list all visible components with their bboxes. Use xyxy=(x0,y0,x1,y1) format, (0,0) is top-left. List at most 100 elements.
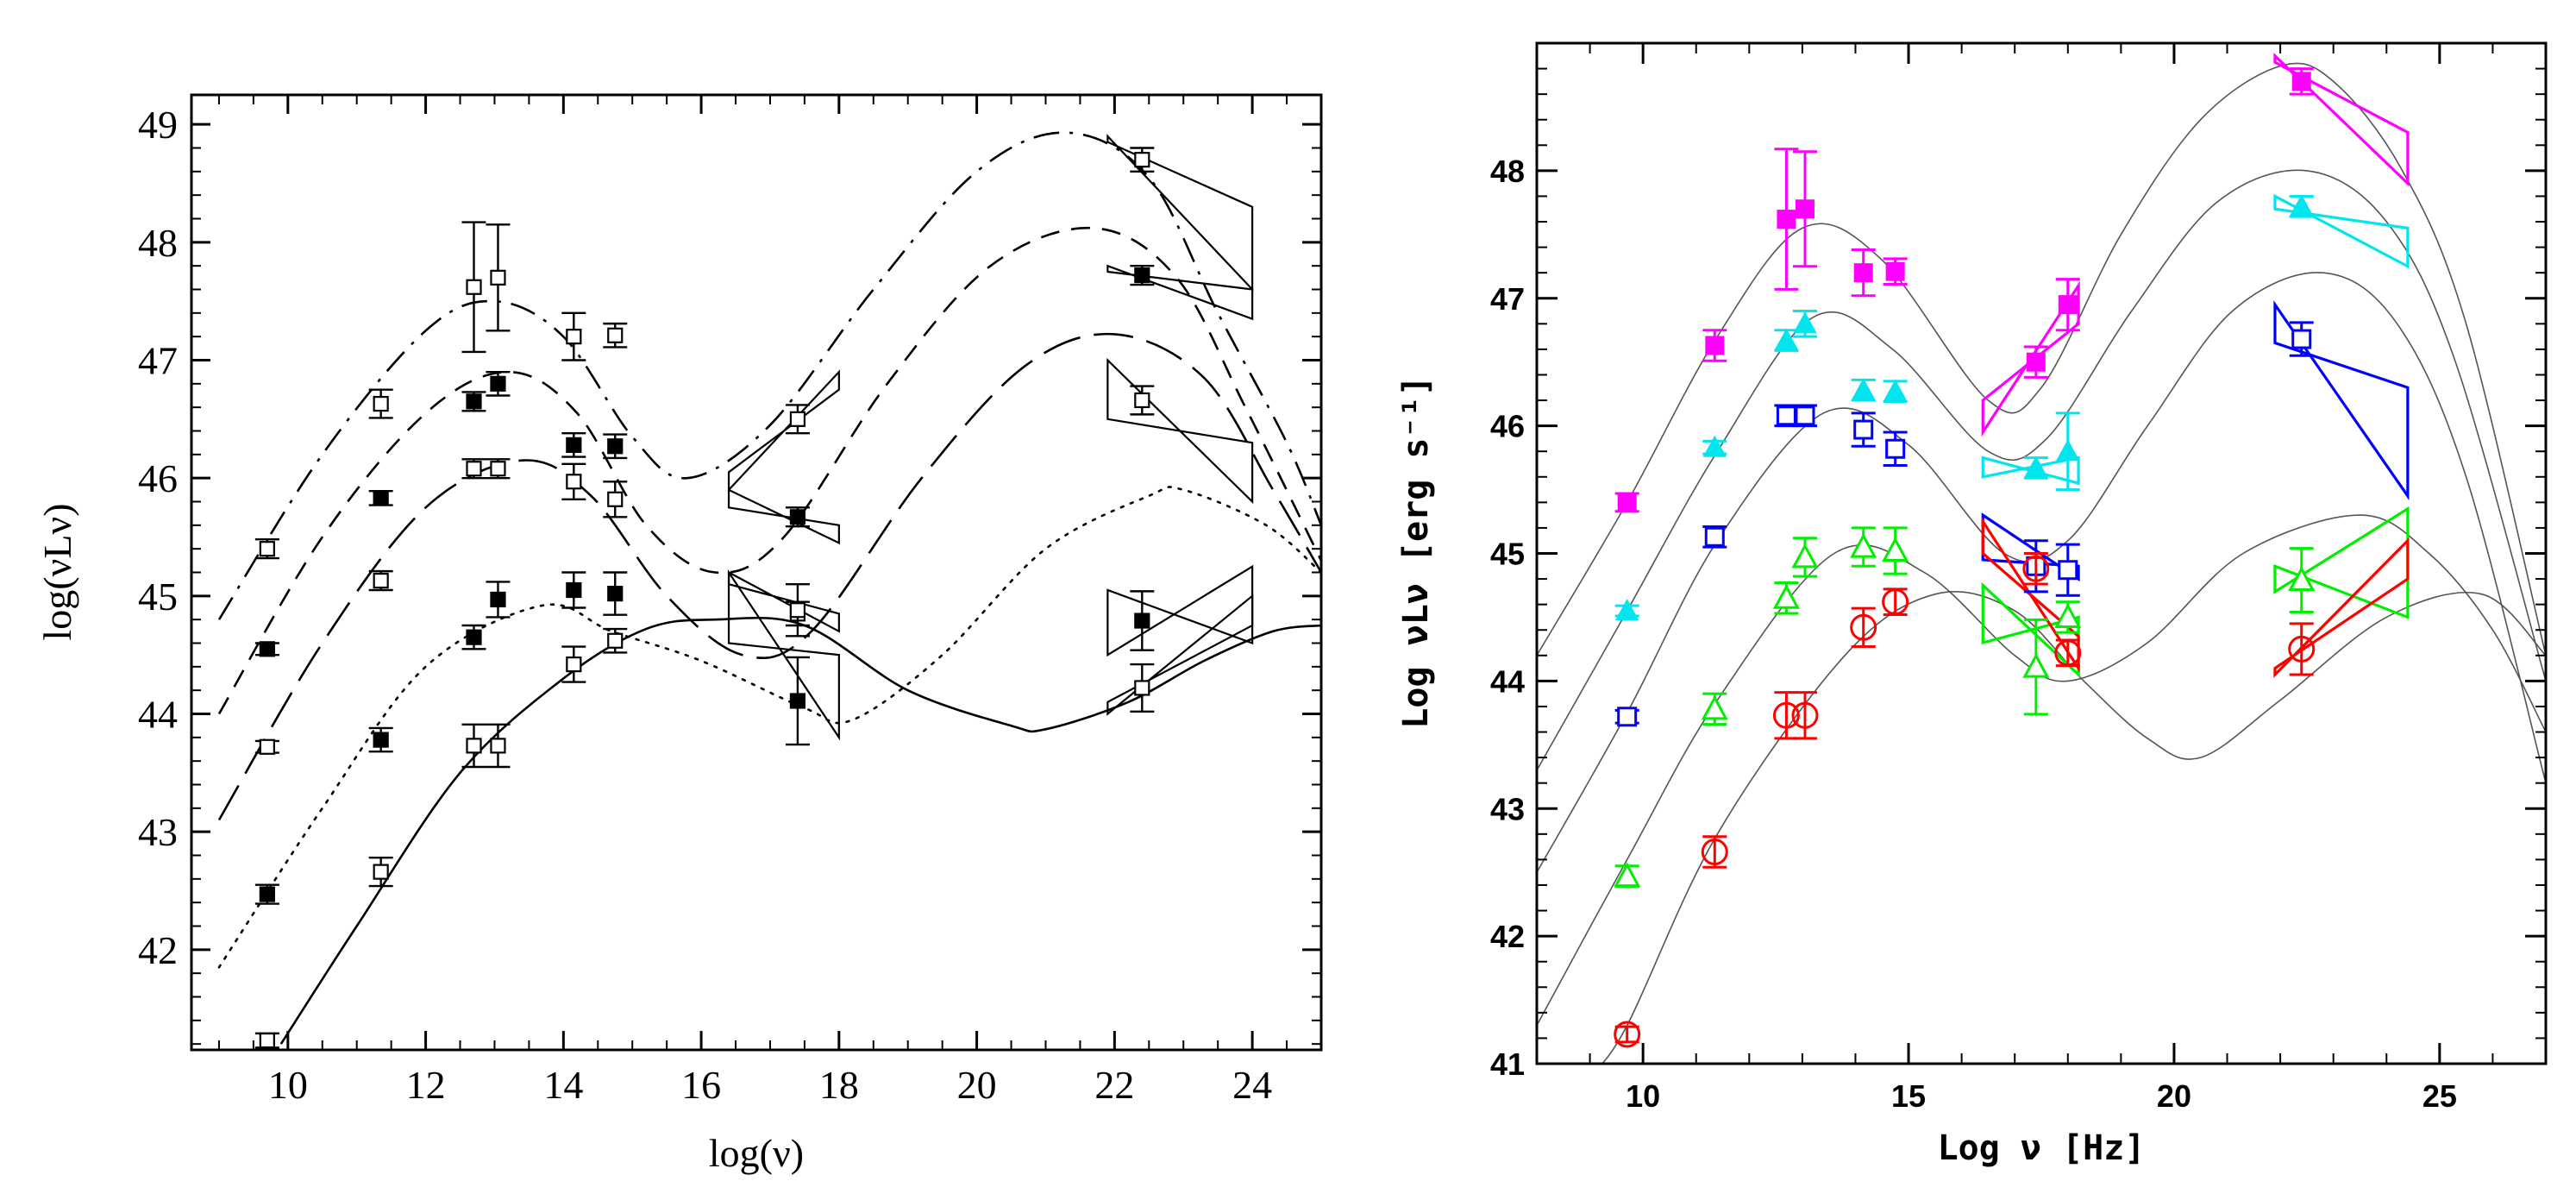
x-tick-label: 14 xyxy=(543,1063,583,1107)
bowtie-magenta xyxy=(1981,280,2080,437)
data-point xyxy=(1614,707,1639,727)
curve-dashdot xyxy=(217,131,1323,620)
data-point xyxy=(1851,248,1876,298)
data-point xyxy=(603,627,628,654)
data-point xyxy=(1130,590,1155,651)
data-point xyxy=(1130,663,1155,713)
data-point xyxy=(254,883,279,905)
marker xyxy=(566,474,582,490)
marker xyxy=(2024,455,2048,478)
y-tick-label: 47 xyxy=(138,339,178,383)
data-point xyxy=(1702,525,1727,549)
data-point xyxy=(2288,547,2316,614)
data-point xyxy=(486,723,511,769)
marker xyxy=(1777,210,1796,229)
marker xyxy=(2288,566,2316,592)
x-tick-label: 12 xyxy=(406,1063,446,1107)
curve-dotted xyxy=(217,486,1323,969)
marker xyxy=(1791,543,1819,569)
data-point xyxy=(486,581,511,619)
marker xyxy=(259,738,275,755)
bowtie xyxy=(1106,564,1254,657)
bowtie xyxy=(727,569,840,741)
right-y-axis-title: Log νLν [erg s⁻¹] xyxy=(1396,375,1436,728)
bowtie-cyan xyxy=(1981,455,2080,486)
marker xyxy=(2058,295,2078,315)
series-row1-open xyxy=(254,147,1155,560)
data-point xyxy=(1792,150,1817,268)
left-plot-frame xyxy=(190,93,1323,1052)
marker xyxy=(259,641,275,657)
x-tick-label: 18 xyxy=(819,1063,859,1107)
marker xyxy=(1704,526,1725,547)
data-point xyxy=(1774,328,1799,352)
marker xyxy=(2290,194,2314,217)
marker xyxy=(2054,639,2082,667)
data-point xyxy=(1614,492,1639,513)
marker xyxy=(466,393,482,410)
marker xyxy=(259,1032,275,1049)
marker xyxy=(789,509,806,525)
data-point xyxy=(368,857,393,888)
model-4 xyxy=(1537,514,2546,1026)
y-tick-label: 45 xyxy=(1490,537,1525,572)
marker xyxy=(1614,1021,1641,1048)
data-point xyxy=(1614,598,1639,621)
marker xyxy=(490,269,506,286)
data-point xyxy=(1851,378,1876,402)
data-point xyxy=(2023,455,2048,480)
series-row4-filled xyxy=(254,571,1155,905)
marker xyxy=(1853,263,1873,283)
bowtie xyxy=(727,570,840,633)
x-tick-label: 25 xyxy=(2422,1078,2457,1114)
marker xyxy=(1850,532,1877,558)
data-point xyxy=(1850,606,1877,648)
data-point xyxy=(254,738,279,755)
marker xyxy=(2022,555,2050,582)
marker xyxy=(1774,328,1799,350)
marker xyxy=(2056,439,2080,462)
marker xyxy=(789,411,806,427)
y-tick-label: 42 xyxy=(1490,919,1525,954)
marker xyxy=(2288,635,2316,663)
data-point xyxy=(368,569,393,592)
data-point xyxy=(1882,526,1909,575)
marker xyxy=(2291,72,2311,91)
series-blue xyxy=(1614,321,2314,727)
y-tick-label: 44 xyxy=(1490,663,1525,699)
data-point xyxy=(1772,691,1800,740)
left-axis-ticks: 10 12 14 16 18 20 22 24 42 43 44 45 46 47 48 49 xyxy=(138,95,1322,1107)
marker xyxy=(1614,598,1639,621)
marker xyxy=(1885,261,1905,281)
data-point xyxy=(461,624,486,650)
series-green xyxy=(1614,526,2316,888)
model-5 xyxy=(1601,591,2546,1064)
data-point xyxy=(461,723,486,769)
data-point xyxy=(1614,862,1641,888)
marker xyxy=(1793,311,1817,334)
y-tick-label: 47 xyxy=(1490,281,1525,317)
marker xyxy=(1134,152,1150,168)
data-point xyxy=(2055,278,2080,332)
marker xyxy=(1134,680,1150,696)
bowtie xyxy=(727,369,840,493)
data-point xyxy=(1614,1021,1641,1048)
marker xyxy=(490,738,506,754)
data-point xyxy=(603,433,628,460)
data-point xyxy=(1772,581,1800,615)
data-point xyxy=(1882,587,1909,616)
marker xyxy=(373,490,389,506)
data-point xyxy=(254,1032,279,1049)
marker xyxy=(490,375,506,392)
right-axis-ticks: 10 15 20 25 41 42 43 44 45 46 47 48 xyxy=(1490,43,2547,1114)
x-tick-label: 24 xyxy=(1232,1063,1272,1107)
bowtie-red xyxy=(1981,517,2080,673)
x-tick-label: 20 xyxy=(957,1063,997,1107)
marker xyxy=(1852,378,1876,400)
data-point xyxy=(486,458,511,480)
data-point xyxy=(1701,692,1728,726)
data-point xyxy=(603,481,628,518)
bowtie xyxy=(1106,594,1254,716)
data-point xyxy=(461,458,486,480)
marker xyxy=(466,738,482,754)
